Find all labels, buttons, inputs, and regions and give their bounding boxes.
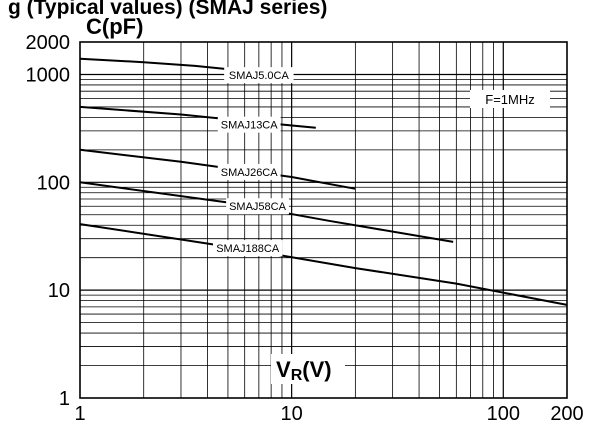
series-label-text: SMAJ5.0CA bbox=[229, 70, 290, 82]
x-tick-label: 10 bbox=[281, 403, 303, 425]
y-axis-title: C(pF) bbox=[86, 14, 143, 39]
x-tick-label: 1 bbox=[74, 403, 85, 425]
frequency-annotation-text: F=1MHz bbox=[485, 92, 534, 107]
series-label: SMAJ5.0CA bbox=[224, 67, 294, 84]
plot-frame bbox=[79, 41, 568, 399]
series-label-text: SMAJ26CA bbox=[221, 167, 279, 179]
series-curves: SMAJ5.0CA SMAJ13CA SMAJ26CA SMAJ58CA SMAJ188… bbox=[79, 57, 568, 306]
grid-lines bbox=[80, 42, 567, 398]
y-tick-label: 1000 bbox=[26, 64, 71, 86]
series-label: SMAJ13CA bbox=[217, 116, 281, 133]
y-tick-label: 10 bbox=[48, 280, 70, 302]
x-axis-title: VR(V) bbox=[271, 354, 345, 384]
y-tick-label: 2000 bbox=[26, 32, 71, 54]
series-line-smaj5-0ca bbox=[79, 57, 245, 72]
series-line-smaj26ca bbox=[79, 148, 356, 190]
series-label: SMAJ188CA bbox=[213, 240, 283, 257]
y-tick-label: 1 bbox=[59, 388, 70, 410]
series-label: SMAJ58CA bbox=[226, 198, 289, 215]
x-axis-title-text: VR(V) bbox=[276, 357, 332, 384]
series-label-text: SMAJ13CA bbox=[221, 120, 279, 132]
series-label-text: SMAJ188CA bbox=[216, 243, 280, 255]
y-tick-label: 100 bbox=[37, 172, 70, 194]
frequency-annotation: F=1MHz bbox=[470, 90, 550, 108]
y-tick-labels: 1 10 100 1000 2000 bbox=[26, 32, 71, 410]
series-line-smaj188ca bbox=[79, 223, 568, 306]
series-label-text: SMAJ58CA bbox=[229, 201, 287, 213]
x-tick-label: 100 bbox=[487, 403, 520, 425]
x-tick-label: 200 bbox=[550, 403, 583, 425]
caption-fragment: g (Typical values) (SMAJ series) bbox=[8, 0, 327, 19]
series-label: SMAJ26CA bbox=[217, 163, 281, 180]
x-tick-labels: 1 10 100 200 bbox=[74, 403, 583, 425]
